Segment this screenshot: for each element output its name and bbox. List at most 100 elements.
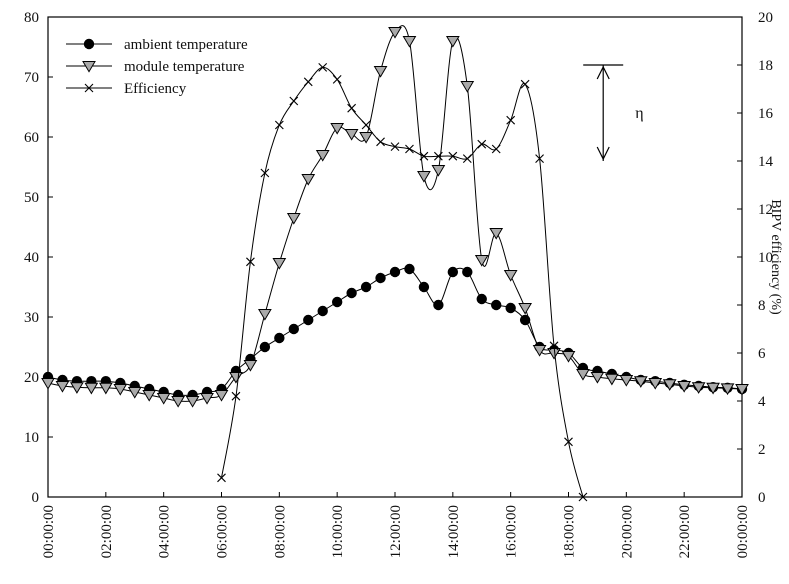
data-point: [503, 270, 518, 282]
data-point: [590, 372, 605, 384]
data-point: [564, 437, 573, 447]
data-point: [303, 314, 314, 326]
data-point: [344, 129, 359, 141]
series-layer: [41, 25, 749, 502]
data-point: [156, 393, 171, 405]
right-tick-label: 8: [758, 298, 766, 314]
data-point: [477, 139, 487, 149]
data-point: [214, 390, 229, 402]
data-point: [113, 384, 128, 396]
data-point: [417, 171, 431, 183]
data-point: [200, 393, 214, 405]
data-point: [258, 309, 272, 321]
right-axis-title: BIPV efficiency (%): [768, 199, 783, 315]
annotation-label: η: [635, 105, 643, 122]
data-point: [433, 299, 444, 311]
right-tick-label: 20: [758, 10, 773, 26]
data-point: [404, 263, 415, 275]
arrow-head-up: [596, 65, 610, 80]
left-tick-label: 80: [24, 10, 39, 26]
right-y-axis: 0 2 4 6 8 10 12 14 16 18 20: [737, 10, 774, 506]
legend-entry: Efficiency: [66, 81, 187, 97]
data-point: [433, 151, 443, 161]
legend-entry: module temperature: [66, 59, 245, 75]
data-point: [532, 345, 547, 357]
x-tick-label: 14:00:00: [446, 505, 462, 558]
data-point: [448, 151, 458, 161]
data-point: [315, 150, 330, 162]
legend-marker: [82, 61, 96, 73]
data-point: [55, 381, 70, 393]
legend-label: Efficiency: [124, 81, 187, 97]
data-point: [301, 174, 316, 186]
data-point: [735, 384, 749, 396]
data-point: [185, 396, 200, 408]
data-point: [506, 115, 516, 125]
data-point: [535, 154, 544, 163]
data-point: [388, 27, 402, 39]
data-point: [272, 258, 287, 270]
data-point: [578, 492, 588, 502]
x-tick-label: 02:00:00: [99, 505, 115, 558]
data-point: [476, 293, 487, 305]
right-tick-label: 4: [758, 394, 766, 410]
x-tick-label: 04:00:00: [157, 505, 173, 558]
data-point: [373, 66, 388, 78]
data-point: [229, 372, 243, 384]
data-point: [462, 266, 473, 278]
series-module-temperature: [41, 25, 749, 408]
data-point: [289, 96, 299, 106]
data-point: [491, 299, 502, 311]
data-point: [648, 378, 663, 390]
x-tick-label: 16:00:00: [504, 505, 520, 558]
data-point: [474, 255, 489, 267]
arrow-head-down: [596, 146, 610, 161]
data-point: [246, 257, 255, 267]
data-point: [549, 341, 559, 351]
data-point: [274, 332, 285, 344]
left-tick-label: 0: [32, 490, 40, 506]
x-tick-label: 00:00:00: [735, 505, 751, 558]
legend-label: ambient temperature: [124, 37, 248, 53]
data-point: [405, 144, 414, 154]
data-point: [217, 473, 226, 483]
data-point: [70, 382, 84, 394]
data-point: [418, 281, 430, 293]
data-point: [375, 272, 386, 284]
data-point: [318, 63, 328, 72]
x-tick-label: 00:00:00: [41, 505, 57, 558]
data-point: [447, 266, 459, 278]
legend-label: module temperature: [124, 59, 245, 75]
data-point: [231, 391, 241, 401]
legend: ambient temperature module temperature Eff…: [66, 37, 248, 97]
data-point: [317, 305, 328, 317]
legend-entry: ambient temperature: [66, 37, 248, 53]
data-point: [171, 396, 185, 408]
data-point: [491, 144, 501, 154]
left-tick-label: 70: [24, 70, 39, 86]
data-point: [677, 381, 692, 393]
data-point: [720, 383, 735, 396]
left-tick-label: 60: [24, 130, 39, 146]
legend-marker: [83, 38, 95, 50]
data-point: [286, 213, 301, 225]
x-tick-label: 18:00:00: [562, 505, 578, 558]
data-point: [359, 132, 373, 144]
data-point: [576, 369, 590, 381]
x-axis: 00:00:00 02:00:00 04:00:00 06:00:00 08:00:00…: [41, 492, 751, 558]
left-y-axis: 0 10 20 30 40 50 60 70 80: [24, 10, 53, 506]
data-point: [332, 75, 342, 84]
x-tick-label: 12:00:00: [388, 505, 404, 558]
data-point: [520, 79, 530, 89]
data-point: [402, 36, 417, 48]
data-point: [142, 390, 157, 402]
right-tick-label: 6: [758, 346, 766, 362]
data-point: [331, 296, 343, 308]
data-point: [84, 382, 99, 395]
right-tick-label: 16: [758, 106, 774, 122]
data-point: [346, 287, 357, 299]
x-tick-label: 20:00:00: [619, 505, 635, 558]
data-point: [505, 302, 516, 314]
data-point: [260, 168, 270, 178]
left-tick-label: 50: [24, 190, 39, 206]
